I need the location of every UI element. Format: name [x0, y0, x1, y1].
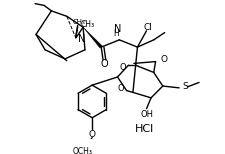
Text: O: O — [119, 63, 126, 71]
Text: O: O — [100, 59, 107, 69]
Text: H: H — [112, 29, 118, 38]
Text: O: O — [159, 55, 166, 64]
Polygon shape — [83, 27, 102, 48]
Text: CH₃: CH₃ — [73, 19, 86, 25]
Text: OH: OH — [140, 110, 152, 119]
Text: O: O — [88, 130, 95, 140]
Text: O: O — [117, 84, 124, 93]
Text: N: N — [113, 24, 121, 34]
Text: OCH₃: OCH₃ — [73, 147, 93, 154]
Text: N: N — [77, 34, 85, 44]
Text: Cl: Cl — [143, 23, 152, 32]
Text: CH₃: CH₃ — [80, 20, 94, 29]
Text: S: S — [182, 82, 188, 91]
Text: HCl: HCl — [135, 124, 154, 134]
